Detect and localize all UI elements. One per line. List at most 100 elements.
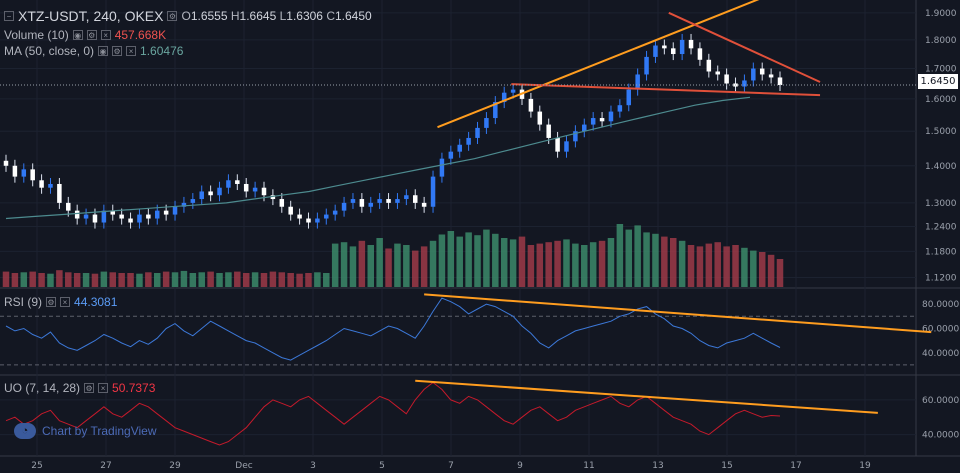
- close-icon[interactable]: ×: [98, 383, 109, 393]
- candle-body: [662, 45, 667, 49]
- candle-body: [368, 202, 374, 207]
- candle-body: [457, 144, 462, 152]
- candle-body: [359, 199, 365, 207]
- volume-bar: [474, 235, 481, 287]
- volume-bar: [153, 273, 161, 287]
- candle-body: [590, 118, 596, 125]
- settings-icon[interactable]: ⚙: [86, 30, 97, 40]
- close-icon[interactable]: ×: [60, 297, 71, 307]
- candle-body: [679, 39, 685, 55]
- open-key: O: [181, 9, 191, 23]
- y-tick-label: 1.3000: [925, 199, 957, 209]
- candle-body: [644, 56, 649, 75]
- y-tick-label: 1.5000: [925, 127, 957, 137]
- settings-icon[interactable]: ⚙: [167, 11, 178, 21]
- symbol-title: XTZ-USDT, 240, OKEX: [18, 8, 164, 24]
- volume-bar: [411, 250, 419, 287]
- high-key: H: [230, 9, 240, 23]
- eye-icon[interactable]: ◉: [72, 30, 83, 40]
- volume-bar: [581, 245, 588, 287]
- volume-bar: [109, 272, 117, 287]
- eye-icon[interactable]: ◉: [98, 46, 109, 56]
- volume-bar: [296, 273, 303, 287]
- close-value: 1.6450: [335, 9, 372, 23]
- candle-body: [377, 199, 382, 203]
- candle-body: [297, 214, 302, 219]
- volume-bar: [607, 238, 615, 287]
- ascending-trendline: [437, 0, 760, 129]
- axes: 1.9000 1.8000 1.7000 1.6000 1.5000 1.4000 1.30…: [0, 9, 957, 471]
- candle-body: [653, 45, 658, 57]
- volume-bar: [376, 238, 383, 287]
- volume-bar: [483, 229, 490, 287]
- candle-body: [510, 89, 516, 93]
- candle-body: [154, 210, 160, 219]
- volume-bar: [358, 240, 366, 287]
- ma-polyline: [5, 96, 751, 220]
- candle-body: [270, 195, 276, 200]
- candle-body: [315, 218, 320, 223]
- candle-body: [101, 210, 107, 223]
- candle-body: [288, 206, 293, 215]
- volume-bar: [162, 271, 170, 287]
- candle-body: [48, 183, 53, 188]
- ma-value: 1.60476: [140, 44, 184, 58]
- candle-body: [39, 180, 44, 188]
- volume-bar: [340, 242, 348, 287]
- volume-bar: [314, 272, 321, 287]
- ohlc-values: O1.6555 H1.6645 L1.6306 C1.6450: [181, 9, 371, 23]
- volume-bar: [500, 238, 508, 287]
- collapse-icon[interactable]: −: [4, 11, 14, 21]
- volume-bar: [171, 272, 179, 287]
- settings-icon[interactable]: ⚙: [84, 383, 95, 393]
- volume-bar: [643, 232, 650, 287]
- volume-bar: [287, 273, 294, 287]
- x-tick-label: 11: [583, 461, 594, 471]
- volume-bar: [216, 273, 223, 287]
- x-tick-label: 3: [310, 461, 316, 471]
- x-tick-label: Dec: [235, 461, 252, 471]
- candle-body: [688, 39, 694, 49]
- candle-body: [163, 210, 169, 215]
- candle-body: [626, 89, 632, 106]
- volume-bar: [349, 246, 357, 287]
- volume-bar: [527, 245, 535, 287]
- trendlines: [437, 0, 821, 129]
- volume-value: 457.668K: [114, 28, 167, 42]
- candle-body: [208, 191, 213, 196]
- x-tick-label: 5: [379, 461, 385, 471]
- candle-body: [466, 137, 471, 145]
- rsi-trendline: [424, 293, 932, 334]
- settings-icon[interactable]: ⚙: [112, 46, 123, 56]
- candle-body: [74, 210, 80, 219]
- volume-bar: [518, 236, 526, 287]
- uo-line: [5, 381, 781, 446]
- volume-bar: [82, 273, 90, 287]
- candle-body: [252, 187, 258, 192]
- candle-body: [564, 141, 569, 152]
- candle-body: [92, 214, 98, 223]
- candle-body: [635, 74, 640, 90]
- rsi-tick-label: 80.0000: [922, 300, 959, 310]
- uo-legend: UO (7, 14, 28) ⚙ × 50.7373: [4, 380, 155, 396]
- y-tick-label: 1.4000: [925, 162, 957, 172]
- candle-body: [404, 195, 409, 200]
- high-value: 1.6645: [239, 9, 277, 23]
- volume-bar: [323, 273, 330, 287]
- close-icon[interactable]: ×: [100, 30, 111, 40]
- candle-body: [217, 187, 222, 196]
- close-icon[interactable]: ×: [126, 46, 137, 56]
- volume-bar: [634, 225, 641, 287]
- tradingview-watermark[interactable]: ◔ Chart by TradingView: [14, 421, 157, 441]
- candle-body: [181, 202, 187, 207]
- last-price-tag: 1.6450: [918, 74, 958, 89]
- candle-body: [448, 151, 454, 159]
- volume-bar: [696, 246, 704, 287]
- volume-bar: [758, 252, 766, 287]
- settings-icon[interactable]: ⚙: [46, 297, 57, 307]
- candle-body: [128, 218, 133, 223]
- volume-bar: [589, 242, 597, 287]
- tradingview-logo-icon: ◔: [14, 423, 36, 439]
- candle-body: [759, 68, 765, 75]
